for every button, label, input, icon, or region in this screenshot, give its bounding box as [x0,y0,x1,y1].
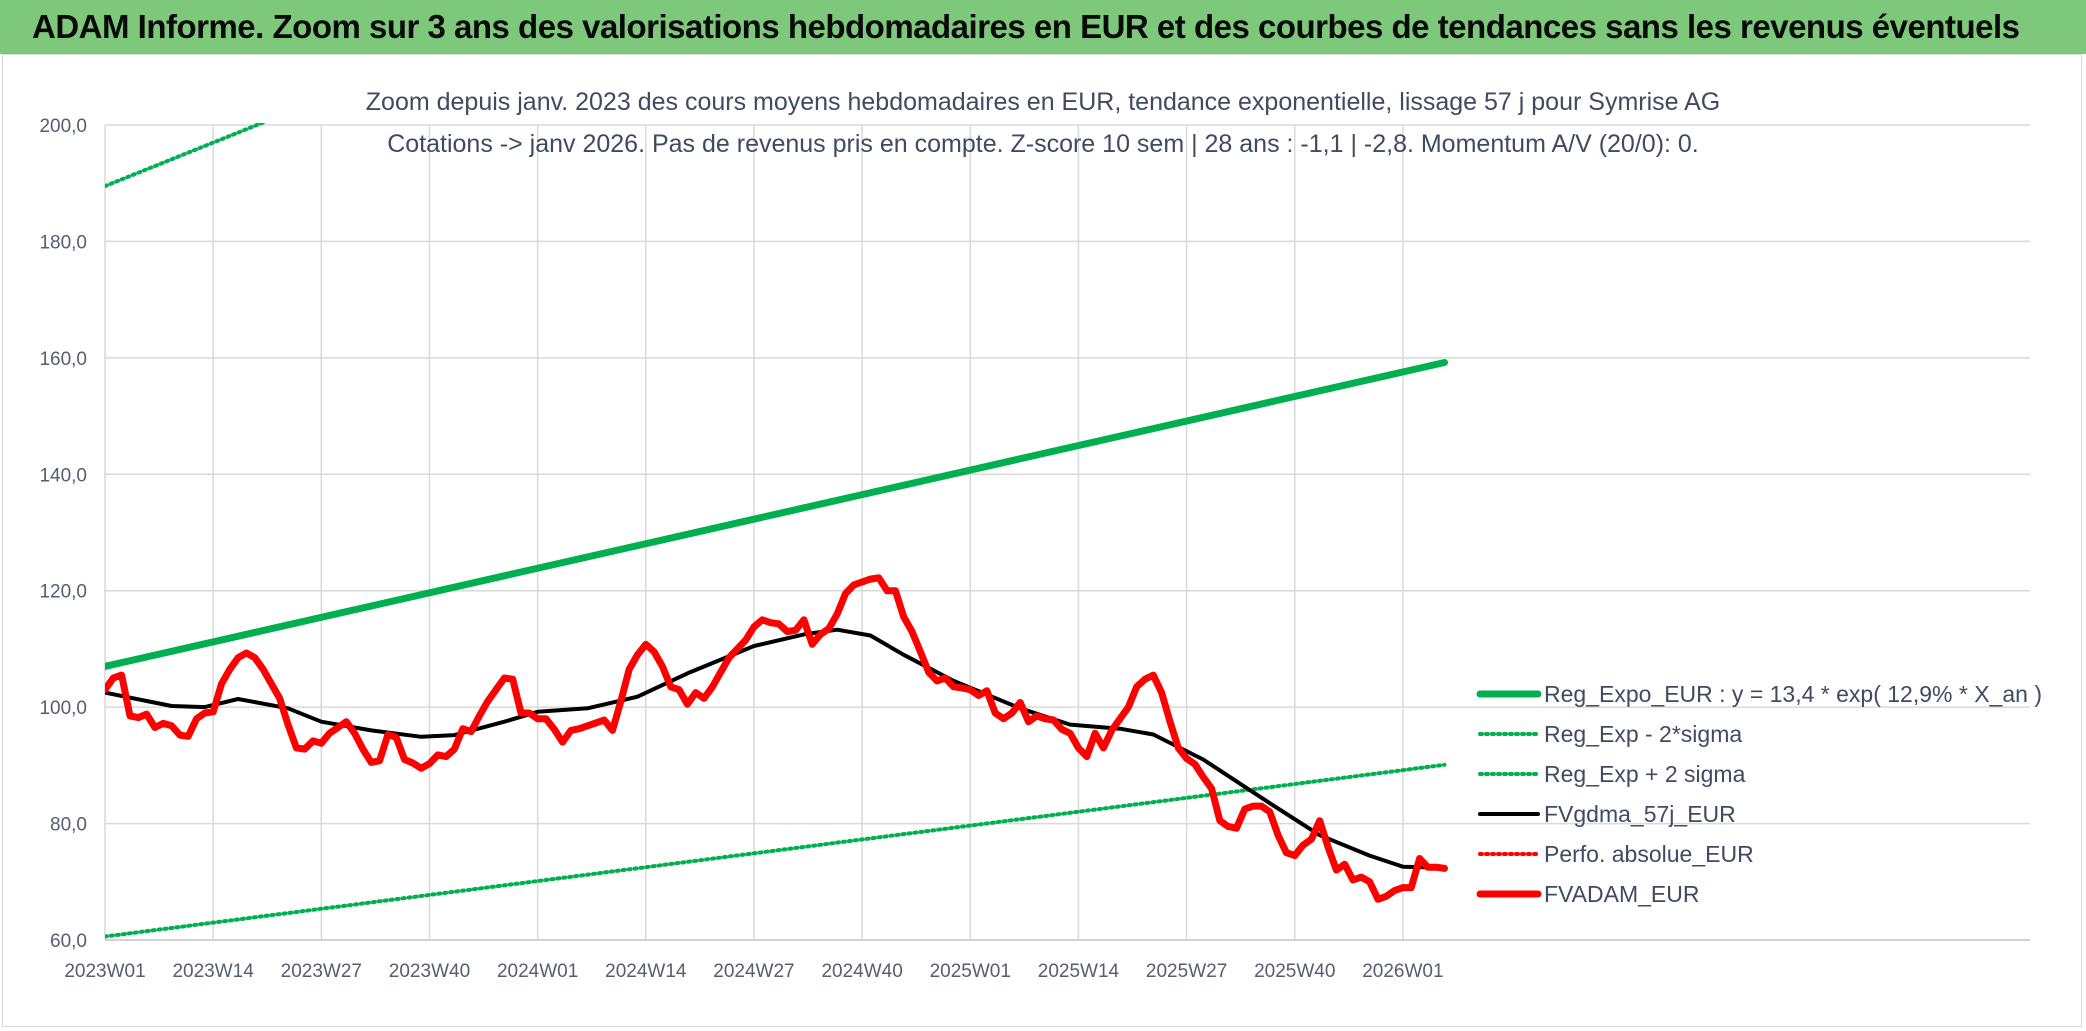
y-tick-label: 180,0 [39,232,87,253]
y-tick-label: 160,0 [39,349,87,370]
series-group [105,123,1448,939]
legend-label: FVADAM_EUR [1544,881,1700,907]
x-tick-label: 2025W14 [1038,961,1120,982]
title-banner: ADAM Informe. Zoom sur 3 ans des valoris… [0,0,2086,54]
x-tick-label: 2023W14 [172,961,254,982]
legend-label: Perfo. absolue_EUR [1544,841,1754,867]
page-title: ADAM Informe. Zoom sur 3 ans des valoris… [32,8,2020,45]
series-line-reg-exp-2-sigma [105,762,1447,939]
x-tick-label: 2023W40 [389,961,470,982]
y-tick-label: 80,0 [50,815,87,836]
x-axis: 2023W01 2023W14 2023W27 2023W40 2024W01 2024W… [64,961,1443,982]
chart-title: Zoom depuis janv. 2023 des cours moyens … [366,88,1720,116]
x-tick-label: 2025W27 [1146,961,1227,982]
chart-subtitle: Cotations -> janv 2026. Pas de revenus p… [387,130,1699,158]
x-tick-label: 2023W01 [64,961,145,982]
y-axis: 60,0 80,0 100,0 120,0 140,0 160,0 180,0 200,0 [39,116,87,952]
x-tick-label: 2025W01 [930,961,1011,982]
x-tick-label: 2024W01 [497,961,578,982]
x-tick-label: 2024W27 [713,961,794,982]
y-tick-label: 100,0 [39,698,87,719]
series-line-fvadam-eur [105,574,1448,903]
y-tick-label: 140,0 [39,465,87,486]
x-tick-label: 2025W40 [1254,961,1335,982]
legend-label: Reg_Expo_EUR : y = 13,4 * exp( 12,9% * X… [1544,681,2042,707]
grid [104,124,2030,941]
legend-label: Reg_Exp - 2*sigma [1544,721,1742,747]
y-tick-label: 120,0 [39,582,87,603]
legend-label: FVgdma_57j_EUR [1544,801,1736,827]
series-line-reg-expo-eur-y-13-4-exp-12-9-x-an [105,359,1448,670]
x-tick-label: 2024W40 [821,961,902,982]
y-tick-label: 200,0 [39,116,87,137]
legend: Reg_Expo_EUR : y = 13,4 * exp( 12,9% * X… [1476,681,2042,907]
series-line-fvgdma-57j-eur [105,627,1447,870]
x-tick-label: 2024W14 [605,961,687,982]
chart-frame [2,54,2082,1027]
x-tick-label: 2023W27 [281,961,362,982]
legend-label: Reg_Exp + 2 sigma [1544,761,1746,787]
y-tick-label: 60,0 [50,931,87,952]
x-tick-label: 2026W01 [1362,961,1443,982]
